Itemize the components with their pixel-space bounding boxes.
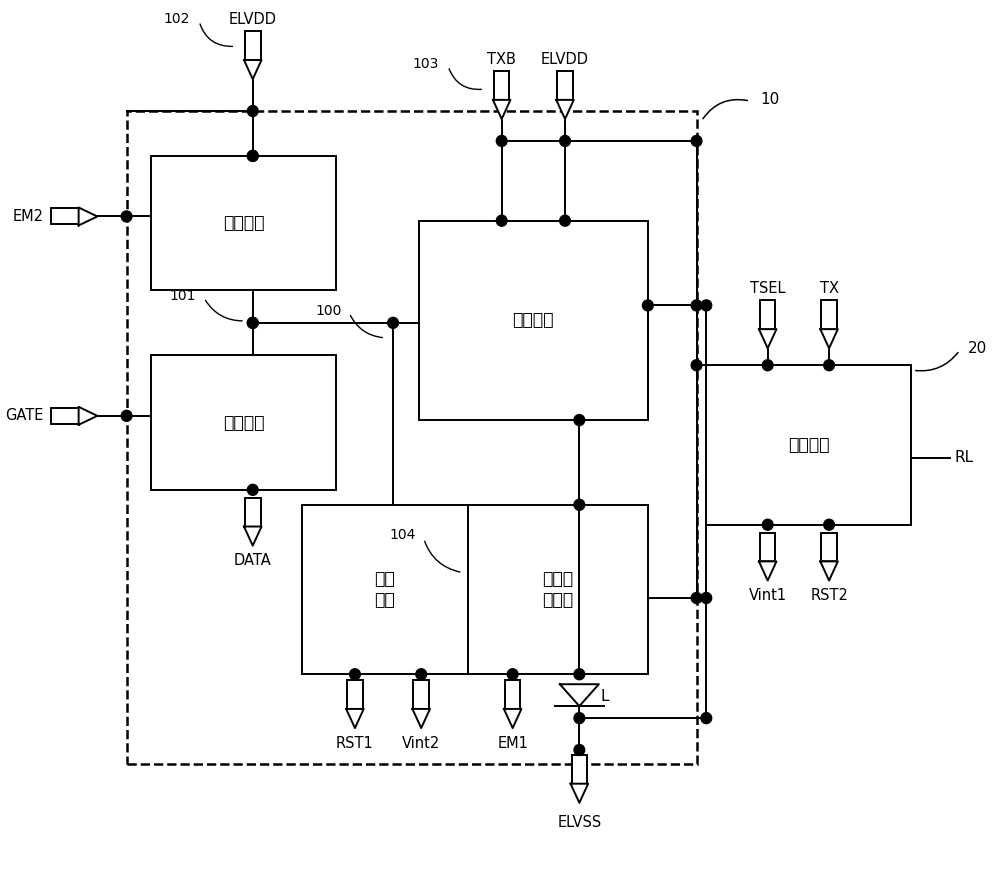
Bar bbox=[51, 208, 79, 224]
Text: GATE: GATE bbox=[5, 409, 44, 423]
Circle shape bbox=[350, 668, 360, 680]
Circle shape bbox=[247, 150, 258, 161]
Circle shape bbox=[560, 215, 570, 226]
Circle shape bbox=[691, 360, 702, 371]
Polygon shape bbox=[493, 100, 510, 119]
Circle shape bbox=[701, 712, 712, 724]
Circle shape bbox=[247, 485, 258, 495]
Polygon shape bbox=[820, 329, 838, 348]
Text: TX: TX bbox=[820, 281, 839, 296]
Circle shape bbox=[574, 712, 585, 724]
Polygon shape bbox=[244, 527, 262, 546]
Circle shape bbox=[247, 150, 258, 161]
Circle shape bbox=[762, 360, 773, 371]
Circle shape bbox=[691, 136, 702, 146]
Bar bbox=[413, 680, 429, 709]
Bar bbox=[245, 498, 261, 527]
Bar bbox=[505, 680, 520, 709]
Polygon shape bbox=[571, 784, 588, 803]
Circle shape bbox=[574, 415, 585, 425]
Circle shape bbox=[496, 136, 507, 146]
Text: 补偿模块: 补偿模块 bbox=[223, 214, 264, 232]
Text: RST1: RST1 bbox=[336, 736, 374, 751]
Circle shape bbox=[121, 211, 132, 222]
Circle shape bbox=[691, 300, 702, 311]
Text: 103: 103 bbox=[412, 57, 438, 71]
Polygon shape bbox=[79, 207, 97, 226]
Text: EM2: EM2 bbox=[13, 209, 44, 224]
Text: RL: RL bbox=[955, 451, 974, 466]
Polygon shape bbox=[820, 562, 838, 580]
Bar bbox=[706, 365, 911, 525]
Circle shape bbox=[574, 745, 585, 755]
Bar bbox=[494, 71, 509, 100]
Text: 检测单元: 检测单元 bbox=[788, 436, 829, 454]
Polygon shape bbox=[556, 100, 574, 119]
Text: 写入模块: 写入模块 bbox=[223, 414, 264, 431]
Bar bbox=[302, 505, 468, 675]
Circle shape bbox=[642, 300, 653, 311]
Bar bbox=[347, 680, 363, 709]
Polygon shape bbox=[560, 684, 599, 706]
Text: L: L bbox=[601, 689, 609, 704]
Polygon shape bbox=[759, 329, 776, 348]
Text: 102: 102 bbox=[163, 12, 189, 26]
Text: 驱动模块: 驱动模块 bbox=[513, 312, 554, 329]
Bar bbox=[557, 71, 573, 100]
Bar bbox=[419, 220, 648, 420]
Text: TSEL: TSEL bbox=[750, 281, 785, 296]
Bar bbox=[821, 300, 837, 329]
Circle shape bbox=[388, 318, 398, 328]
Polygon shape bbox=[346, 709, 364, 728]
Bar bbox=[151, 156, 336, 290]
Circle shape bbox=[574, 500, 585, 510]
Text: 100: 100 bbox=[315, 304, 341, 318]
Polygon shape bbox=[504, 709, 521, 728]
Text: 20: 20 bbox=[967, 340, 987, 356]
Bar bbox=[760, 300, 775, 329]
Text: RST2: RST2 bbox=[810, 588, 848, 603]
Text: 104: 104 bbox=[390, 528, 416, 542]
Circle shape bbox=[496, 215, 507, 226]
Circle shape bbox=[416, 668, 427, 680]
Circle shape bbox=[574, 668, 585, 680]
Bar bbox=[821, 533, 837, 562]
Text: TXB: TXB bbox=[487, 52, 516, 66]
Circle shape bbox=[762, 519, 773, 530]
Bar bbox=[151, 355, 336, 490]
Circle shape bbox=[121, 410, 132, 421]
Polygon shape bbox=[79, 407, 97, 424]
Polygon shape bbox=[244, 60, 262, 79]
Text: 10: 10 bbox=[760, 92, 779, 107]
Text: 重置
模块: 重置 模块 bbox=[374, 570, 395, 609]
Bar bbox=[127, 111, 697, 764]
Circle shape bbox=[507, 668, 518, 680]
Circle shape bbox=[247, 318, 258, 328]
Text: Vint2: Vint2 bbox=[402, 736, 440, 751]
Text: 101: 101 bbox=[170, 289, 196, 303]
Circle shape bbox=[247, 318, 258, 328]
Bar bbox=[468, 505, 648, 675]
Circle shape bbox=[701, 592, 712, 604]
Bar bbox=[245, 31, 261, 60]
Text: EM1: EM1 bbox=[497, 736, 528, 751]
Polygon shape bbox=[412, 709, 430, 728]
Text: ELVSS: ELVSS bbox=[557, 816, 601, 830]
Text: DATA: DATA bbox=[234, 553, 272, 568]
Bar bbox=[760, 533, 775, 562]
Text: Vint1: Vint1 bbox=[749, 588, 787, 603]
Text: ELVDD: ELVDD bbox=[541, 52, 589, 66]
Circle shape bbox=[691, 592, 702, 604]
Bar bbox=[51, 408, 79, 423]
Circle shape bbox=[701, 300, 712, 311]
Polygon shape bbox=[759, 562, 776, 580]
Circle shape bbox=[247, 106, 258, 116]
Bar bbox=[572, 755, 587, 784]
Text: ELVDD: ELVDD bbox=[229, 12, 277, 27]
Circle shape bbox=[560, 136, 570, 146]
Text: 发光控
制模块: 发光控 制模块 bbox=[542, 570, 573, 609]
Circle shape bbox=[824, 519, 834, 530]
Circle shape bbox=[824, 360, 834, 371]
